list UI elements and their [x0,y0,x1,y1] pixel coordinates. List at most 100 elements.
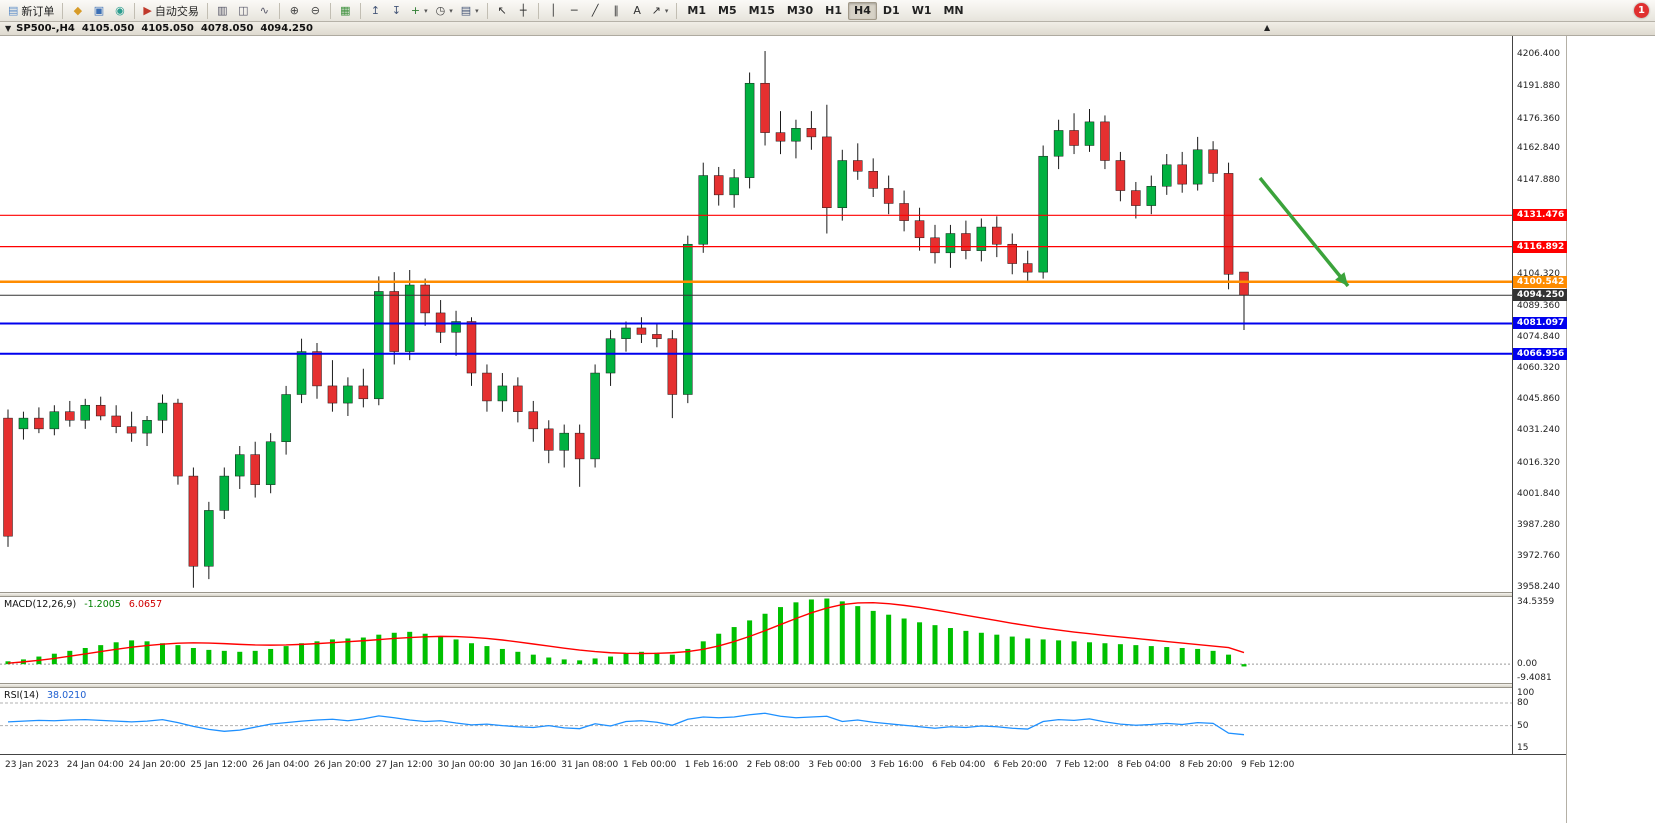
panel-splitter-rsi[interactable] [0,683,1566,688]
profiles-icon[interactable]: ▣ [88,2,109,20]
notification-count: 1 [1638,5,1645,16]
zoom-in-icon: ⊕ [289,4,299,17]
arrows-tool-dropdown[interactable]: ↗ ▾ [648,2,673,20]
macd-signal-line [7,602,1245,664]
zoom-out-icon: ⊖ [310,4,320,17]
cursor-icon[interactable]: ↖ [492,2,513,20]
price-badge-4094.250: 4094.250 [1513,289,1567,302]
bar-chart-icon: ▥ [217,4,228,17]
rsi-value: 38.0210 [46,690,87,701]
time-axis-label: 6 Feb 04:00 [932,760,986,770]
template-dropdown-icon: ▤ [460,4,472,17]
macd-axis-label: 0.00 [1517,659,1538,670]
macd-canvas[interactable] [0,597,1512,683]
time-axis-label: 3 Feb 00:00 [808,760,862,770]
candles [3,51,1249,588]
price-chart-panel[interactable] [0,36,1512,592]
timeframe-d1[interactable]: D1 [877,2,906,20]
tile-windows-icon[interactable]: ▦ [335,2,356,20]
macd-label: MACD(12,26,9) -1.2005 6.0657 [4,599,162,610]
trend-arrow[interactable] [1258,176,1350,288]
titlebar-arrow-icon[interactable]: ▲ [1264,23,1271,32]
community-icon[interactable]: ◉ [109,2,130,20]
price-tick-label: 4031.240 [1517,425,1560,436]
chart-high-value: 4105.050 [141,23,194,34]
price-tick-label: 3958.240 [1517,582,1560,593]
notification-badge[interactable]: 1 [1634,3,1649,18]
template-dropdown[interactable]: ▤ ▾ [457,2,483,20]
toolbar-separator [134,2,136,19]
time-axis-label: 30 Jan 16:00 [499,760,557,770]
timeframe-w1[interactable]: W1 [906,2,938,20]
equidistant-channel-icon[interactable]: ∥ [606,2,627,20]
metaeditor-icon[interactable]: ◆ [67,2,88,20]
chart-shift-up-icon[interactable]: ↥ [365,2,386,20]
add-indicator-button[interactable]: + ▾ [407,2,432,20]
timeframe-m5[interactable]: M5 [712,2,743,20]
time-axis-label: 25 Jan 12:00 [190,760,248,770]
bar-chart-icon[interactable]: ▥ [212,2,233,20]
time-axis-label: 31 Jan 08:00 [561,760,619,770]
chevron-down-icon: ▾ [449,6,453,15]
new-order-button-label: 新订单 [21,4,55,18]
panel-splitter-macd[interactable] [0,592,1566,597]
price-tick-label: 4045.860 [1517,394,1560,405]
timeframe-h1[interactable]: H1 [819,2,848,20]
toolbar-separator [62,2,64,19]
time-axis-label: 24 Jan 20:00 [128,760,186,770]
toolbar-separator [278,2,280,19]
horizontal-line-icon: ─ [570,4,578,17]
autotrading-button[interactable]: ▶ 自动交易 [139,2,202,20]
macd-panel[interactable]: MACD(12,26,9) -1.2005 6.0657 [0,597,1512,683]
chart-shift-down-icon: ↧ [391,4,401,17]
macd-histogram [5,598,1247,667]
timeframe-m1[interactable]: M1 [681,2,712,20]
trendline-icon[interactable]: ╱ [585,2,606,20]
vertical-line-icon[interactable]: │ [543,2,564,20]
candlestick-chart-icon[interactable]: ◫ [233,2,254,20]
chart-titlebar[interactable]: ▼ SP500-,H4 4105.050 4105.050 4078.050 4… [0,22,1655,36]
chart-shift-up-icon: ↥ [370,4,380,17]
tile-windows-icon: ▦ [340,4,351,17]
price-badge-4066.956: 4066.956 [1513,347,1567,360]
period-clock-dropdown[interactable]: ◷ ▾ [432,2,457,20]
chart-symbol-period: SP500-,H4 [16,23,75,34]
timeframe-m15-label: M15 [748,4,775,17]
chevron-down-icon: ▾ [475,6,479,15]
metaeditor-icon: ◆ [73,4,83,17]
price-badge-4081.097: 4081.097 [1513,317,1567,330]
time-axis[interactable]: 23 Jan 2023 24 Jan 04:00 24 Jan 20:00 25 Ja… [0,754,1566,780]
time-axis-label: 2 Feb 08:00 [746,760,800,770]
crosshair-icon[interactable]: ┼ [513,2,534,20]
crosshair-icon: ┼ [519,4,527,17]
macd-axis-label: -9.4081 [1517,673,1552,683]
new-order-button-icon: ▤ [8,4,19,17]
price-badge-4116.892: 4116.892 [1513,240,1567,253]
timeframe-h4[interactable]: H4 [848,1,877,20]
timeframe-m1-label: M1 [687,4,706,17]
line-chart-icon[interactable]: ∿ [254,2,275,20]
chevron-down-icon: ▾ [664,6,669,15]
zoom-in-icon[interactable]: ⊕ [284,2,305,20]
text-label-icon[interactable]: A [627,2,648,20]
timeframe-m30[interactable]: M30 [781,2,819,20]
timeframe-m15[interactable]: M15 [743,2,781,20]
new-order-button[interactable]: ▤ 新订单 [4,2,58,20]
zoom-out-icon[interactable]: ⊖ [305,2,326,20]
horizontal-line-icon[interactable]: ─ [564,2,585,20]
timeframe-mn[interactable]: MN [937,2,969,20]
price-chart-canvas[interactable] [0,36,1512,592]
chart-shift-down-icon[interactable]: ↧ [386,2,407,20]
trend-arrow-head [1335,272,1348,286]
price-tick-label: 4206.400 [1517,49,1560,60]
chart-open-value: 4105.050 [81,23,135,34]
rsi-panel[interactable]: RSI(14) 38.0210 [0,688,1512,752]
price-tick-label: 4089.360 [1517,300,1560,311]
timeframe-w1-label: W1 [911,4,932,17]
price-tick-label: 4147.880 [1517,175,1560,186]
price-axis[interactable]: 4206.400 4191.880 4176.360 4162.840 4147.880… [1512,36,1567,754]
one-click-collapse-icon[interactable]: ▼ [5,24,12,33]
rsi-canvas[interactable] [0,688,1512,752]
autotrading-button-icon: ▶ [143,4,152,17]
toolbar-separator [676,2,678,19]
